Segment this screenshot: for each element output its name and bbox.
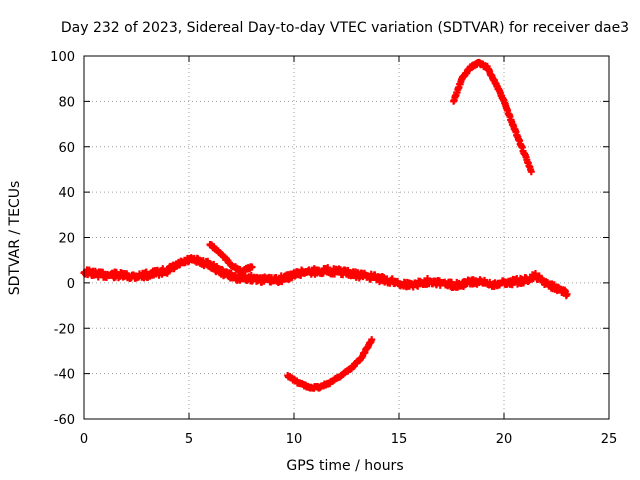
x-tick-label: 10	[286, 432, 303, 447]
x-tick-label: 25	[601, 432, 618, 447]
x-tick-label: 5	[185, 432, 193, 447]
grid-layer	[84, 56, 609, 419]
tick-layer: 0 5 10 15 20 25 -60 -40 -20 0 20 40 60 80 100	[50, 50, 617, 447]
y-axis-label: SDTVAR / TECUs	[7, 181, 23, 296]
chart-title: Day 232 of 2023, Sidereal Day-to-day VTE…	[61, 20, 629, 36]
series-lower-arc	[284, 336, 376, 392]
data-point	[527, 168, 535, 176]
x-tick-label: 15	[391, 432, 408, 447]
series-upper-arc	[450, 58, 535, 176]
data-point	[248, 263, 256, 271]
y-tick-label: 80	[58, 95, 75, 110]
series-segment-near-6-8h	[206, 241, 256, 276]
x-tick-label: 0	[80, 432, 88, 447]
y-tick-label: -20	[54, 322, 75, 337]
y-tick-label: 0	[67, 277, 75, 292]
data-point	[368, 336, 376, 344]
y-tick-label: 60	[58, 141, 75, 156]
x-tick-label: 20	[496, 432, 513, 447]
y-tick-label: 20	[58, 232, 75, 247]
data-point	[563, 290, 571, 298]
series-main-band	[80, 254, 571, 300]
y-tick-label: -40	[54, 368, 75, 383]
y-tick-label: 40	[58, 186, 75, 201]
plot-frame	[83, 55, 610, 420]
data-layer	[80, 58, 571, 392]
y-tick-label: -60	[54, 413, 75, 428]
x-axis-label: GPS time / hours	[286, 458, 403, 474]
y-tick-label: 100	[50, 50, 75, 65]
